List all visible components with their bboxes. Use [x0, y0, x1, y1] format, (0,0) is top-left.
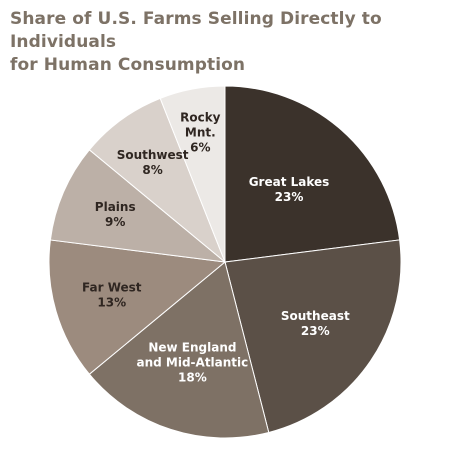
slice-plains [49, 149, 227, 263]
slice-southwest [88, 97, 226, 263]
slice-new-england-and-mid-atlantic [88, 261, 270, 439]
slice-percent-southeast: 23% [301, 324, 330, 338]
pie-labels: Great Lakes 23%Southeast 23%New England and… [82, 110, 350, 384]
chart-title: Share of U.S. Farms Selling Directly to … [10, 8, 440, 77]
slice-label-far-west: Far West 13% [82, 280, 142, 309]
slice-name-rocky-mnt: Mnt. [185, 125, 216, 139]
slice-label-new-england-and-mid-atlantic: New England and Mid-Atlantic 18% [137, 340, 249, 384]
slice-percent-new-england-and-mid-atlantic: 18% [178, 370, 207, 384]
slice-label-rocky-mnt: Rocky Mnt. 6% [180, 110, 221, 154]
slice-name-new-england-and-mid-atlantic: and Mid-Atlantic [137, 355, 249, 369]
slice-rocky-mnt [159, 85, 226, 263]
slice-percent-far-west: 13% [97, 295, 126, 309]
slice-name-rocky-mnt: Rocky [180, 110, 221, 124]
slice-southeast [224, 239, 402, 434]
slice-name-great-lakes: Great Lakes [249, 175, 330, 189]
slice-far-west [48, 239, 227, 375]
slice-percent-rocky-mnt: 6% [190, 140, 210, 154]
slice-label-plains: Plains 9% [95, 200, 136, 229]
slice-great-lakes [224, 85, 401, 263]
slice-name-far-west: Far West [82, 280, 142, 294]
pie-slices [48, 85, 402, 439]
slice-percent-great-lakes: 23% [275, 190, 304, 204]
slice-percent-plains: 9% [105, 215, 125, 229]
slice-label-southeast: Southeast 23% [281, 309, 350, 338]
slice-name-new-england-and-mid-atlantic: New England [148, 340, 236, 354]
slice-name-plains: Plains [95, 200, 136, 214]
slice-label-southwest: Southwest 8% [117, 148, 189, 177]
chart-title-line-2: for Human Consumption [10, 55, 246, 75]
chart-title-line-1: Share of U.S. Farms Selling Directly to … [10, 9, 382, 52]
slice-name-southeast: Southeast [281, 309, 350, 323]
slice-percent-southwest: 8% [142, 163, 162, 177]
slice-name-southwest: Southwest [117, 148, 189, 162]
slice-label-great-lakes: Great Lakes 23% [249, 175, 330, 204]
